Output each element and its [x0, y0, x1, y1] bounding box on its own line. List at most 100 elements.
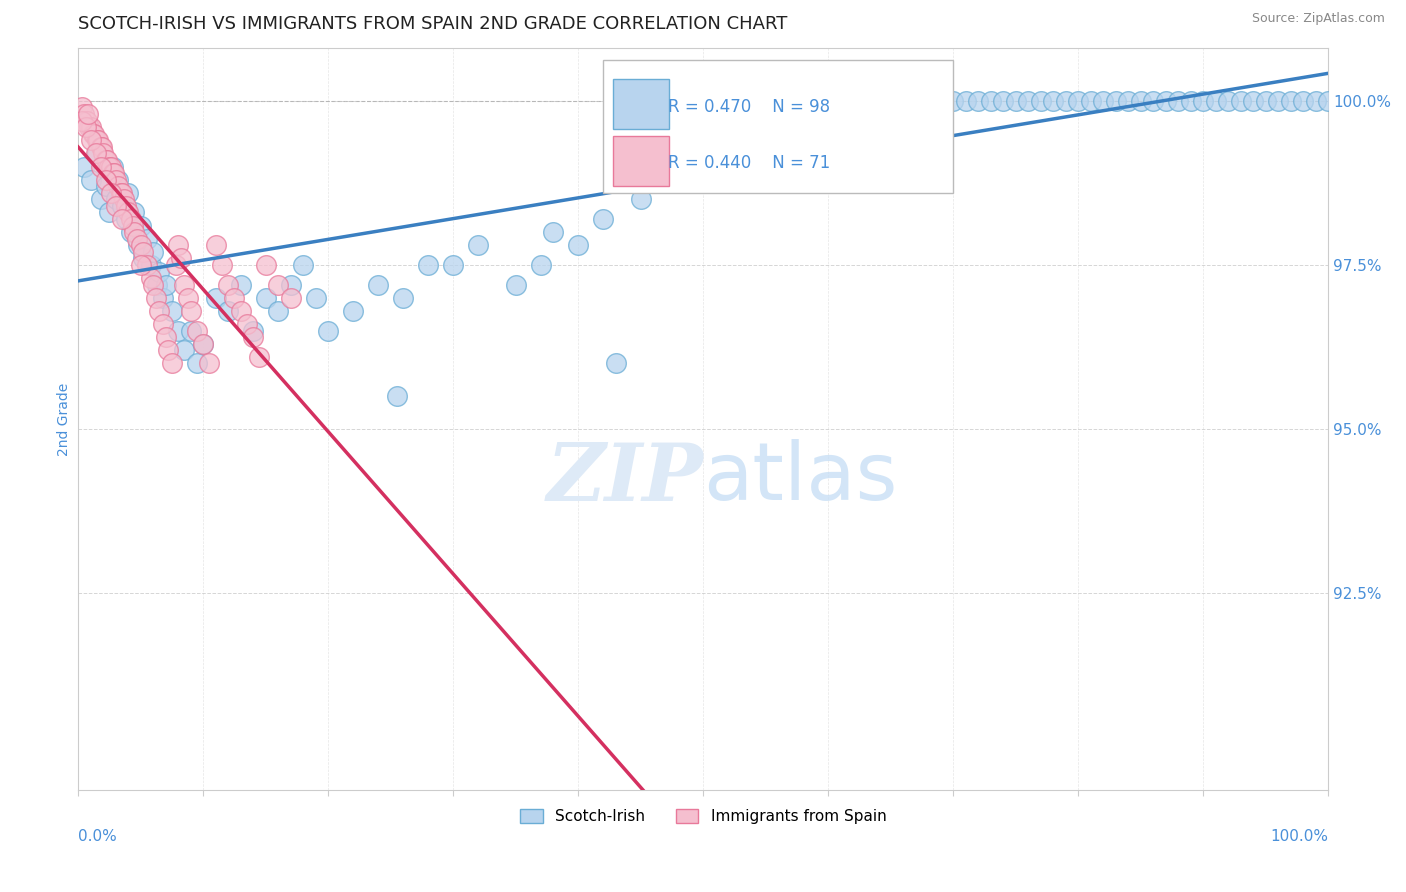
Point — [304, 291, 326, 305]
Point — [124, 225, 146, 239]
Point — [173, 343, 195, 358]
Point — [148, 264, 170, 278]
Point — [1154, 94, 1177, 108]
Point — [70, 101, 93, 115]
Point — [1241, 94, 1264, 108]
Point — [142, 244, 165, 259]
Point — [104, 199, 127, 213]
Point — [124, 205, 146, 219]
Point — [169, 252, 191, 266]
Point — [76, 113, 98, 128]
Point — [83, 127, 105, 141]
Point — [1029, 94, 1052, 108]
Point — [198, 356, 221, 370]
Text: 0.0%: 0.0% — [79, 830, 117, 844]
Point — [152, 317, 174, 331]
Point — [135, 258, 157, 272]
Point — [316, 324, 339, 338]
Point — [129, 258, 152, 272]
Point — [167, 238, 190, 252]
Point — [280, 291, 302, 305]
Point — [1054, 94, 1077, 108]
Point — [160, 356, 183, 370]
Point — [180, 324, 202, 338]
Point — [145, 291, 167, 305]
Point — [146, 277, 169, 292]
Point — [292, 258, 315, 272]
Point — [505, 277, 527, 292]
Point — [392, 291, 415, 305]
Point — [217, 304, 239, 318]
Point — [114, 212, 136, 227]
Point — [904, 94, 927, 108]
Legend: Scotch-Irish, Immigrants from Spain: Scotch-Irish, Immigrants from Spain — [513, 803, 893, 830]
Point — [139, 258, 162, 272]
Point — [84, 146, 107, 161]
Point — [755, 94, 778, 108]
Point — [267, 277, 290, 292]
Point — [120, 225, 142, 239]
Point — [1180, 94, 1202, 108]
Point — [1129, 94, 1152, 108]
Point — [101, 166, 124, 180]
Point — [75, 120, 97, 135]
Text: SCOTCH-IRISH VS IMMIGRANTS FROM SPAIN 2ND GRADE CORRELATION CHART: SCOTCH-IRISH VS IMMIGRANTS FROM SPAIN 2N… — [79, 15, 787, 33]
Text: 100.0%: 100.0% — [1270, 830, 1329, 844]
Point — [980, 94, 1002, 108]
Point — [94, 179, 117, 194]
Point — [94, 153, 117, 167]
Point — [242, 324, 264, 338]
Point — [101, 160, 124, 174]
Point — [385, 389, 408, 403]
Point — [191, 336, 214, 351]
Point — [82, 127, 104, 141]
Point — [236, 317, 259, 331]
Point — [1042, 94, 1064, 108]
Point — [70, 113, 93, 128]
Point — [129, 219, 152, 233]
Point — [1017, 94, 1039, 108]
Point — [103, 166, 125, 180]
Point — [1305, 94, 1327, 108]
Point — [1216, 94, 1239, 108]
Point — [441, 258, 464, 272]
Point — [868, 94, 890, 108]
Point — [1092, 94, 1115, 108]
Point — [1229, 94, 1251, 108]
Point — [87, 133, 110, 147]
Point — [165, 258, 187, 272]
Point — [254, 258, 277, 272]
Point — [541, 225, 564, 239]
Point — [224, 291, 246, 305]
Text: R = 0.470    N = 98: R = 0.470 N = 98 — [668, 97, 831, 116]
Text: R = 0.440    N = 71: R = 0.440 N = 71 — [668, 154, 831, 172]
Point — [267, 304, 290, 318]
Point — [100, 160, 122, 174]
Point — [242, 330, 264, 344]
Point — [229, 277, 252, 292]
Point — [1254, 94, 1277, 108]
Point — [155, 277, 177, 292]
Point — [792, 94, 814, 108]
Point — [567, 238, 589, 252]
Point — [211, 258, 233, 272]
Point — [191, 336, 214, 351]
Point — [94, 172, 117, 186]
Point — [592, 212, 614, 227]
Point — [1167, 94, 1189, 108]
Point — [112, 192, 135, 206]
Point — [90, 140, 112, 154]
Point — [991, 94, 1014, 108]
FancyBboxPatch shape — [613, 78, 669, 129]
Point — [86, 133, 108, 147]
Point — [817, 94, 839, 108]
Point — [110, 186, 132, 200]
Point — [148, 304, 170, 318]
Point — [891, 94, 914, 108]
Point — [100, 186, 122, 200]
Point — [180, 304, 202, 318]
Point — [605, 356, 627, 370]
Point — [842, 94, 865, 108]
Point — [186, 324, 208, 338]
Point — [117, 186, 139, 200]
